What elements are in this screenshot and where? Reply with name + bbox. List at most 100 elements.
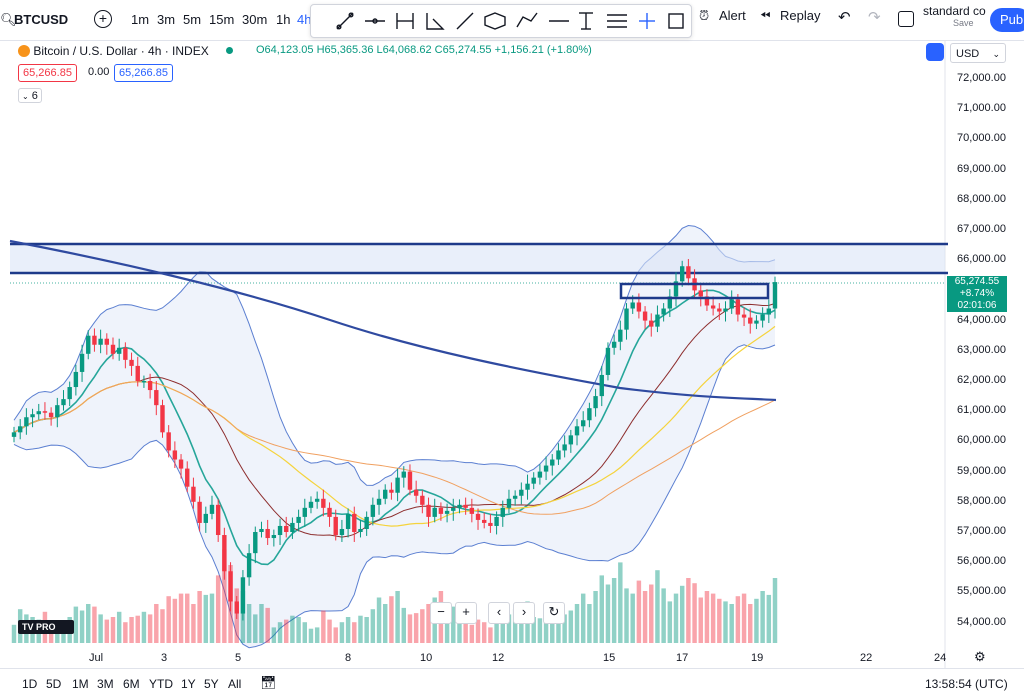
scroll-left-button[interactable]: ‹	[488, 602, 510, 624]
candle-body	[36, 411, 41, 415]
candle-body	[568, 435, 574, 445]
candle-body	[185, 468, 190, 487]
indicators-toggle[interactable]: ⌄ 6	[18, 88, 42, 103]
legend-title[interactable]: Bitcoin / U.S. Dollar · 4h · INDEX	[33, 44, 209, 58]
auto-scale-icon[interactable]	[926, 43, 944, 61]
volume-bar	[679, 585, 685, 643]
candle-body	[537, 471, 543, 478]
candle-body	[494, 516, 499, 526]
date-range-calendar-icon[interactable]: 📅︎	[260, 675, 277, 690]
candle-body	[228, 571, 233, 602]
range-5y[interactable]: 5Y	[204, 677, 219, 691]
volume-bar	[661, 588, 666, 643]
consolidation-box[interactable]	[619, 282, 770, 300]
symbol-name[interactable]: BTCUSD	[14, 12, 69, 27]
replay-icon[interactable]: ⏪︎	[760, 8, 771, 23]
candle-body	[413, 489, 419, 496]
alert-clock-icon[interactable]: ⏰︎	[699, 8, 710, 23]
text-tool-icon[interactable]	[579, 12, 593, 30]
candle-body	[710, 305, 716, 309]
range-3m[interactable]: 3M	[97, 677, 114, 691]
interval-1m[interactable]: 1m	[131, 12, 150, 27]
volume-bar	[290, 615, 295, 643]
interval-3m[interactable]: 3m	[157, 12, 176, 27]
symbol-search-icon[interactable]: 🔍︎	[0, 12, 17, 27]
time-axis-settings-icon[interactable]: ⚙︎	[974, 649, 986, 664]
interval-15m[interactable]: 15m	[209, 12, 235, 27]
volume-bar	[345, 617, 351, 643]
scroll-right-button[interactable]: ›	[513, 602, 535, 624]
interval-5m[interactable]: 5m	[183, 12, 202, 27]
volume-bar	[772, 578, 778, 643]
range-1y[interactable]: 1Y	[181, 677, 196, 691]
volume-bar	[222, 549, 227, 643]
layout-checkbox[interactable]	[898, 11, 914, 27]
range-all[interactable]: All	[228, 677, 242, 691]
candle-body	[240, 577, 246, 614]
alert-button[interactable]: Alert	[719, 8, 746, 23]
candle-body	[86, 335, 91, 354]
candle-body	[723, 308, 728, 312]
volume-bar	[228, 565, 233, 643]
volume-bar	[271, 627, 277, 643]
ray-icon[interactable]	[456, 12, 474, 30]
candle-body	[389, 489, 394, 493]
pattern-icon[interactable]	[426, 13, 445, 30]
candle-body	[321, 498, 326, 508]
volume-bar	[636, 580, 642, 643]
candle-body	[599, 374, 604, 397]
redo-icon[interactable]: ↷	[868, 9, 881, 26]
replay-button[interactable]: Replay	[780, 8, 821, 23]
sell-price-box[interactable]: 65,266.85	[18, 64, 77, 82]
layout-name[interactable]: standard co	[923, 4, 986, 18]
candle-body	[587, 408, 592, 421]
trend-line-icon[interactable]	[336, 12, 354, 30]
indicators-count: 6	[31, 90, 38, 102]
reset-chart-button[interactable]: ↻	[543, 602, 565, 624]
compare-plus-icon[interactable]: +	[94, 10, 112, 28]
time-tick: 15	[603, 652, 616, 664]
rectangle-icon[interactable]	[668, 13, 684, 29]
volume-bar	[413, 613, 419, 643]
range-1m[interactable]: 1M	[72, 677, 89, 691]
interval-30m[interactable]: 30m	[242, 12, 268, 27]
date-range-icon[interactable]	[396, 13, 414, 29]
candle-body	[772, 282, 778, 309]
undo-icon[interactable]: ↶	[838, 9, 851, 26]
volume-bar	[735, 596, 741, 643]
time-tick: 19	[751, 652, 764, 664]
candle-body	[475, 513, 481, 520]
utc-time[interactable]: 13:58:54 (UTC)	[925, 677, 1008, 691]
shape-ellipse-icon[interactable]	[484, 12, 506, 30]
buy-price-box[interactable]: 65,266.85	[114, 64, 173, 82]
volume-bar	[630, 593, 635, 643]
volume-bar	[624, 588, 629, 643]
range-5d[interactable]: 5D	[46, 677, 62, 691]
path-icon[interactable]	[516, 12, 538, 28]
zoom-in-button[interactable]: +	[455, 602, 477, 624]
range-6m[interactable]: 6M	[123, 677, 140, 691]
interval-4h[interactable]: 4h	[297, 12, 312, 27]
crosshair-icon[interactable]	[639, 13, 655, 29]
time-tick: 5	[235, 652, 242, 664]
zoom-out-button[interactable]: −	[430, 602, 452, 624]
horizontal-ray-icon[interactable]	[365, 18, 385, 24]
fib-retracement-icon[interactable]	[607, 14, 627, 28]
price-tick: 66,000.00	[957, 253, 1006, 266]
candle-body	[581, 420, 586, 427]
bottom-toolbar: 1D 5D 1M 3M 6M YTD 1Y 5Y All 📅︎ 13:58:54…	[0, 668, 1024, 697]
candle-body	[172, 450, 178, 460]
publish-button[interactable]: Publi	[990, 8, 1024, 32]
resistance-zone[interactable]	[10, 244, 945, 273]
candle-body	[147, 381, 153, 391]
volume-bar	[463, 622, 468, 643]
range-1d[interactable]: 1D	[22, 677, 38, 691]
currency-select[interactable]: USD ⌄	[950, 43, 1006, 63]
range-ytd[interactable]: YTD	[149, 677, 173, 691]
interval-1h[interactable]: 1h	[276, 12, 291, 27]
price-tick: 60,000.00	[957, 434, 1006, 447]
candle-body	[519, 489, 524, 496]
time-tick: 22	[860, 652, 873, 664]
price-tick: 58,000.00	[957, 494, 1006, 507]
